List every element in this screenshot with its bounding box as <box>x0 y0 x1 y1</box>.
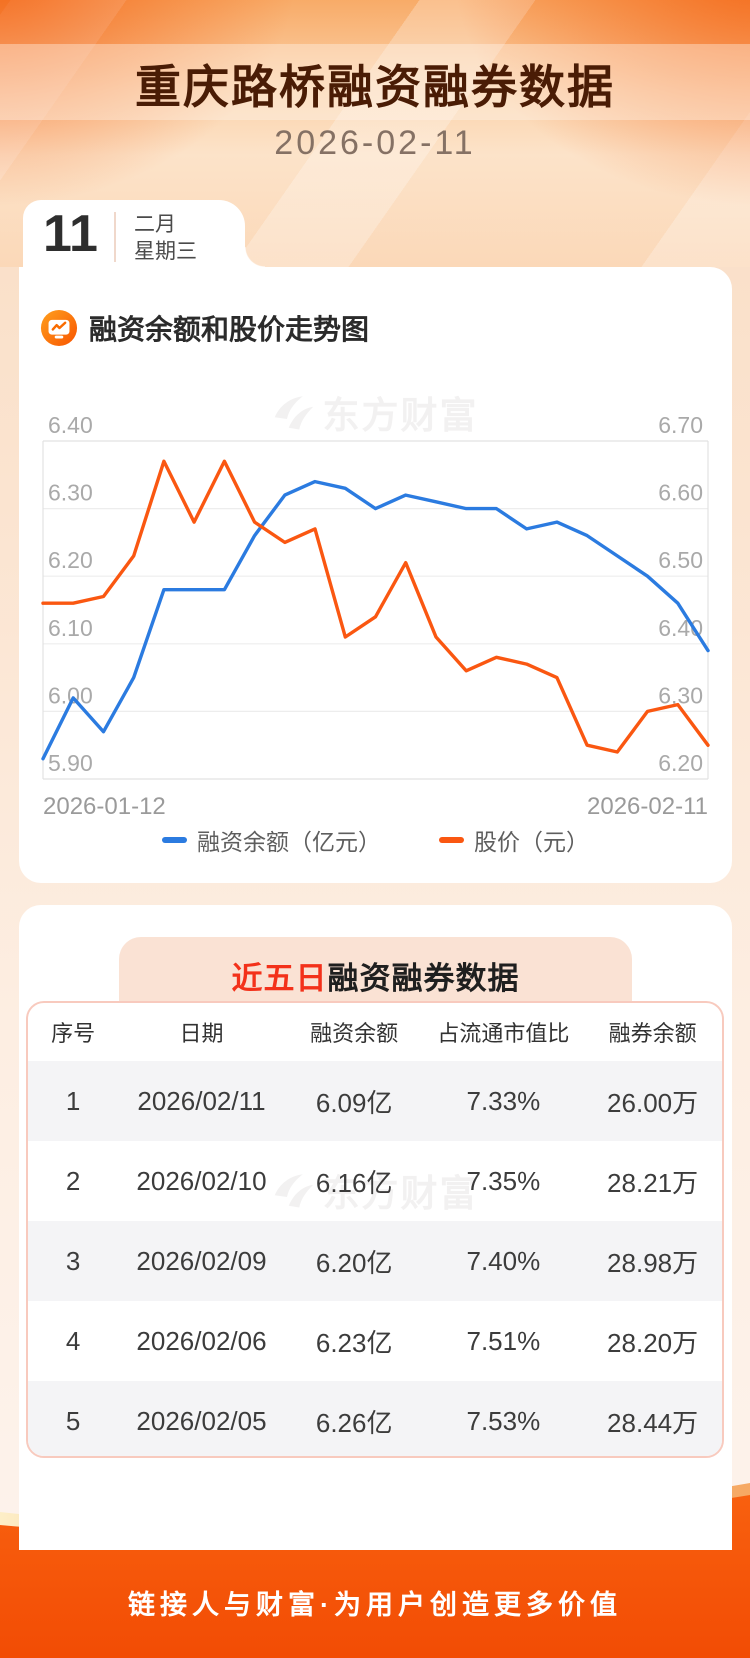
cell-financing-balance: 6.16亿 <box>315 1167 393 1198</box>
cell-index: 5 <box>28 1381 119 1456</box>
calendar-tab: 11 二月 星期三 <box>23 200 245 267</box>
cell-market-cap-ratio: 7.35% <box>466 1165 541 1196</box>
table-section-title: 近五日融资融券数据 <box>119 953 632 998</box>
page-date: 2026-02-11 <box>274 124 476 162</box>
chart-legend: 融资余额（亿元） 股价（元） <box>19 823 732 857</box>
cell-date: 2026/02/05 <box>118 1381 285 1456</box>
col-header-index: 序号 <box>51 1021 96 1046</box>
dual-axis-line-chart: 6.40 6.706.30 6.606.20 6.506.10 6.406.00 6.30… <box>41 412 710 820</box>
svg-text:6.50: 6.50 <box>658 547 703 573</box>
watermark-chart: 东方财富 <box>273 385 479 439</box>
data-table-card: 序号 日期 融资余额 占流通市值比 融券余额 1 2026/02/11 6.09… <box>26 1001 724 1458</box>
svg-text:5.90: 5.90 <box>48 750 93 776</box>
cell-securities-balance: 28.20万 <box>607 1327 699 1358</box>
table-row: 3 2026/02/09 6.20亿 7.40% 28.98万 <box>28 1221 722 1301</box>
orange-line-swatch <box>439 837 464 843</box>
col-header-date: 日期 <box>179 1021 224 1046</box>
calendar-weekday: 星期三 <box>133 239 197 263</box>
cell-index: 2 <box>65 1165 81 1196</box>
calendar-month-weekday: 二月 星期三 <box>134 211 197 265</box>
table-row: 1 2026/02/11 6.09亿 7.33% 26.00万 <box>28 1061 722 1141</box>
table-row: 2 2026/02/10 6.16亿 7.35% 28.21万 <box>28 1141 722 1221</box>
cell-market-cap-ratio: 7.33% <box>423 1061 584 1141</box>
chart-section-title: 融资余额和股价走势图 <box>89 314 370 345</box>
cell-market-cap-ratio: 7.51% <box>466 1325 541 1356</box>
cell-index: 3 <box>28 1221 119 1301</box>
cell-date: 2026/02/11 <box>118 1061 285 1141</box>
eastmoney-swoosh-icon <box>274 396 313 430</box>
table-title-highlight: 近五日 <box>231 961 328 996</box>
cell-index: 4 <box>65 1325 81 1356</box>
svg-text:6.20: 6.20 <box>48 547 93 573</box>
watermark-text: 东方财富 <box>322 395 479 436</box>
margin-data-table: 序号 日期 融资余额 占流通市值比 融券余额 1 2026/02/11 6.09… <box>28 1003 722 1456</box>
svg-text:6.40: 6.40 <box>658 615 703 641</box>
table-title-rest: 融资融券数据 <box>327 961 520 996</box>
cell-market-cap-ratio: 7.53% <box>423 1381 584 1456</box>
legend-item-stock-price: 股价（元） <box>439 823 589 857</box>
svg-text:6.40: 6.40 <box>48 412 93 438</box>
calendar-divider <box>113 211 116 262</box>
cell-securities-balance: 28.44万 <box>583 1381 722 1456</box>
calendar-month: 二月 <box>133 212 176 236</box>
watermark-table: 东方财富 <box>273 1163 479 1217</box>
svg-text:6.30: 6.30 <box>48 480 93 506</box>
cell-securities-balance: 28.21万 <box>607 1167 699 1198</box>
cell-financing-balance: 6.26亿 <box>284 1381 424 1456</box>
cell-date: 2026/02/10 <box>136 1165 267 1196</box>
cell-index: 1 <box>28 1061 119 1141</box>
svg-text:6.70: 6.70 <box>658 412 703 438</box>
header-corner-glow-right <box>410 0 750 240</box>
table-card-wrapper: 近五日融资融券数据 东方财富 序号 日期 融资余额 占流通市值比 融券余额 <box>19 905 732 1550</box>
svg-text:6.60: 6.60 <box>658 480 703 506</box>
col-header-financing-balance: 融资余额 <box>310 1021 399 1046</box>
blue-line-swatch <box>162 837 187 843</box>
svg-text:6.20: 6.20 <box>658 750 703 776</box>
cell-financing-balance: 6.09亿 <box>284 1061 424 1141</box>
cell-securities-balance: 28.98万 <box>583 1221 722 1301</box>
svg-text:6.10: 6.10 <box>48 615 93 641</box>
calendar-fillet <box>245 247 265 267</box>
svg-text:6.30: 6.30 <box>658 682 703 708</box>
cell-financing-balance: 6.23亿 <box>315 1327 393 1358</box>
svg-text:2026-02-11: 2026-02-11 <box>587 793 708 820</box>
watermark-text: 东方财富 <box>322 1173 479 1214</box>
cell-date: 2026/02/09 <box>118 1221 285 1301</box>
cell-financing-balance: 6.20亿 <box>284 1221 424 1301</box>
table-header-row: 序号 日期 融资余额 占流通市值比 融券余额 <box>28 1003 722 1061</box>
legend-label: 股价（元） <box>474 829 589 855</box>
title-band <box>0 44 750 120</box>
svg-text:2026-01-12: 2026-01-12 <box>43 793 166 820</box>
trend-monitor-icon <box>40 309 78 347</box>
header-banner: 重庆路桥融资融券数据 2026-02-11 <box>0 0 750 267</box>
table-row: 5 2026/02/05 6.26亿 7.53% 28.44万 <box>28 1381 722 1456</box>
table-row: 4 2026/02/06 6.23亿 7.51% 28.20万 <box>28 1301 722 1381</box>
legend-item-financing-balance: 融资余额（亿元） <box>162 823 381 857</box>
cell-securities-balance: 26.00万 <box>583 1061 722 1141</box>
cell-market-cap-ratio: 7.40% <box>423 1221 584 1301</box>
page-title: 重庆路桥融资融券数据 <box>135 61 615 113</box>
cell-date: 2026/02/06 <box>136 1325 267 1356</box>
footer-slogan: 链接人与财富·为用户创造更多价值 <box>128 1590 622 1620</box>
eastmoney-swoosh-icon <box>274 1174 313 1208</box>
calendar-day: 11 <box>43 204 98 263</box>
legend-label: 融资余额（亿元） <box>197 829 381 855</box>
chart-section-header: 融资余额和股价走势图 <box>40 308 369 348</box>
col-header-securities-balance: 融券余额 <box>608 1021 697 1046</box>
col-header-market-cap-ratio: 占流通市值比 <box>437 1021 570 1046</box>
chart-card: 融资余额和股价走势图 东方财富 6.40 6.70 6.30 6.60 6.20 6.50… <box>19 267 732 883</box>
